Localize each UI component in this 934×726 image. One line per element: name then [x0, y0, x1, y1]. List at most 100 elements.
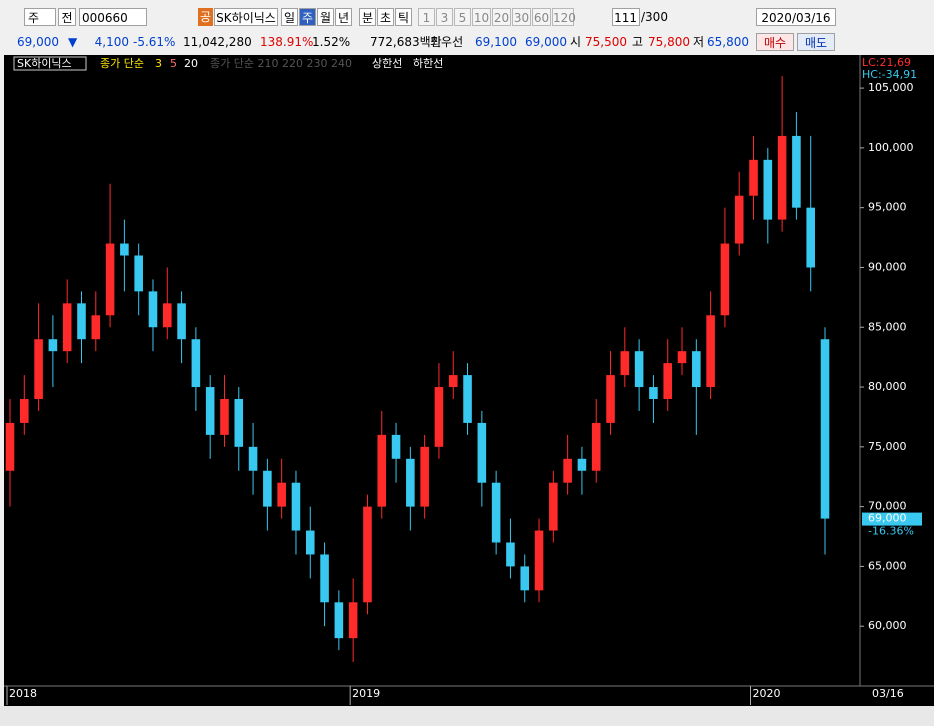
quote-amount: 772,683백만 — [370, 35, 442, 49]
interval-button[interactable]: 일 — [281, 8, 298, 26]
candle-body — [20, 399, 29, 423]
legend-upper: 상한선 — [372, 57, 402, 70]
count-button[interactable]: 3 — [436, 8, 453, 26]
candle-body — [48, 339, 58, 352]
legend-box — [13, 56, 87, 71]
candle-body — [806, 207, 815, 268]
candle-body — [5, 422, 15, 471]
quote-open-label: 시 — [570, 35, 582, 49]
quote-low: 65,800 — [707, 35, 749, 49]
interval-button[interactable]: 틱 — [395, 8, 412, 26]
quote-price: 69,000 — [17, 35, 59, 49]
candle-body — [363, 506, 372, 603]
count-button[interactable]: 5 — [454, 8, 471, 26]
sell-button[interactable]: 매도 — [797, 33, 835, 51]
count-button[interactable]: 20 — [492, 8, 511, 26]
candle-body — [463, 375, 472, 423]
interval-button[interactable]: 주 — [299, 8, 316, 26]
quote-best-label: 최우선 — [430, 35, 464, 49]
quote-arrow: ▼ — [68, 35, 78, 49]
candle-body — [749, 159, 758, 196]
quote-bid: 69,000 — [525, 35, 567, 49]
range-input[interactable]: 111 — [612, 8, 640, 26]
count-button[interactable]: 30 — [512, 8, 531, 26]
count-button[interactable]: 10 — [472, 8, 491, 26]
candle-body — [205, 387, 215, 435]
interval-button[interactable]: 초 — [377, 8, 394, 26]
candle-body — [234, 399, 244, 447]
date-input[interactable]: 2020/03/16 — [756, 8, 836, 26]
period-select[interactable]: 주 — [24, 8, 56, 26]
candle-body — [348, 602, 358, 639]
interval-button[interactable]: 년 — [335, 8, 352, 26]
code-input[interactable]: 000660 — [79, 8, 147, 26]
candle-body — [777, 135, 787, 220]
date-label: 03/16 — [872, 687, 904, 700]
legend-ma: 종가 단순 — [100, 57, 144, 70]
candle-body — [606, 375, 615, 423]
count-button[interactable]: 120 — [552, 8, 576, 26]
candle-body — [763, 159, 773, 220]
candle-body — [162, 303, 172, 328]
candle-body — [692, 351, 701, 388]
candle-body — [105, 243, 115, 316]
count-button[interactable]: 1 — [418, 8, 435, 26]
hc-label: HC:-34,91 — [862, 68, 917, 81]
candle-body — [477, 422, 487, 483]
candle-body — [377, 434, 387, 507]
candle-body — [391, 434, 401, 459]
candle-body — [634, 351, 644, 388]
legend-bb: 종가 단순 210 220 230 240 — [210, 57, 352, 70]
legend-ma: 20 — [184, 57, 198, 70]
candle-body — [720, 243, 730, 316]
candle-body — [563, 458, 572, 483]
quote-volume: 11,042,280 — [183, 35, 252, 49]
quote-high: 75,800 — [648, 35, 690, 49]
x-tick-label: 2020 — [753, 687, 781, 700]
buy-button[interactable]: 매수 — [756, 33, 794, 51]
y-tick-label: 65,000 — [868, 559, 907, 572]
last-price-label: 69,000 — [868, 512, 907, 525]
mode-select[interactable]: 전 — [58, 8, 76, 26]
quote-turnover: 1.52% — [312, 35, 351, 49]
candle-body — [77, 303, 86, 340]
stock-name[interactable]: SK하이닉스 — [214, 8, 278, 26]
quote-change-pct: -5.61% — [133, 35, 176, 49]
candle-body — [320, 554, 329, 603]
interval-button[interactable]: 분 — [359, 8, 376, 26]
last-price-box — [862, 512, 922, 526]
candle-body — [191, 339, 201, 388]
legend-ma: 5 — [170, 57, 177, 70]
candle-body — [277, 482, 286, 507]
y-tick-label: 100,000 — [868, 141, 914, 154]
y-tick-label: 95,000 — [868, 201, 907, 214]
candle-body — [291, 482, 301, 531]
candle-body — [305, 530, 315, 555]
badge[interactable]: 공 — [198, 8, 213, 26]
candle-body — [248, 446, 258, 471]
candle-body — [677, 351, 687, 364]
candle-body — [220, 399, 229, 435]
legend-lower: 하한선 — [413, 56, 443, 70]
candle-body — [177, 303, 186, 340]
legend-name: SK하이닉스 — [17, 56, 72, 70]
candle-body — [792, 135, 801, 208]
candle-body — [420, 446, 429, 507]
candle-body — [549, 482, 558, 531]
interval-button[interactable]: 월 — [317, 8, 334, 26]
candle-body — [120, 243, 129, 256]
y-tick-label: 80,000 — [868, 380, 907, 393]
candle-body — [649, 387, 658, 400]
candle-body — [434, 387, 444, 447]
legend-ma: 3 — [155, 57, 162, 70]
scroll-bar[interactable] — [0, 706, 934, 726]
last-change-label: -16.36% — [868, 525, 914, 538]
candle-body — [263, 470, 272, 507]
quote-high-label: 고 — [632, 35, 644, 49]
y-tick-label: 60,000 — [868, 619, 907, 632]
candle-body — [506, 542, 515, 567]
x-tick-label: 2019 — [352, 687, 380, 700]
candle-body — [534, 530, 544, 591]
count-button[interactable]: 60 — [532, 8, 551, 26]
